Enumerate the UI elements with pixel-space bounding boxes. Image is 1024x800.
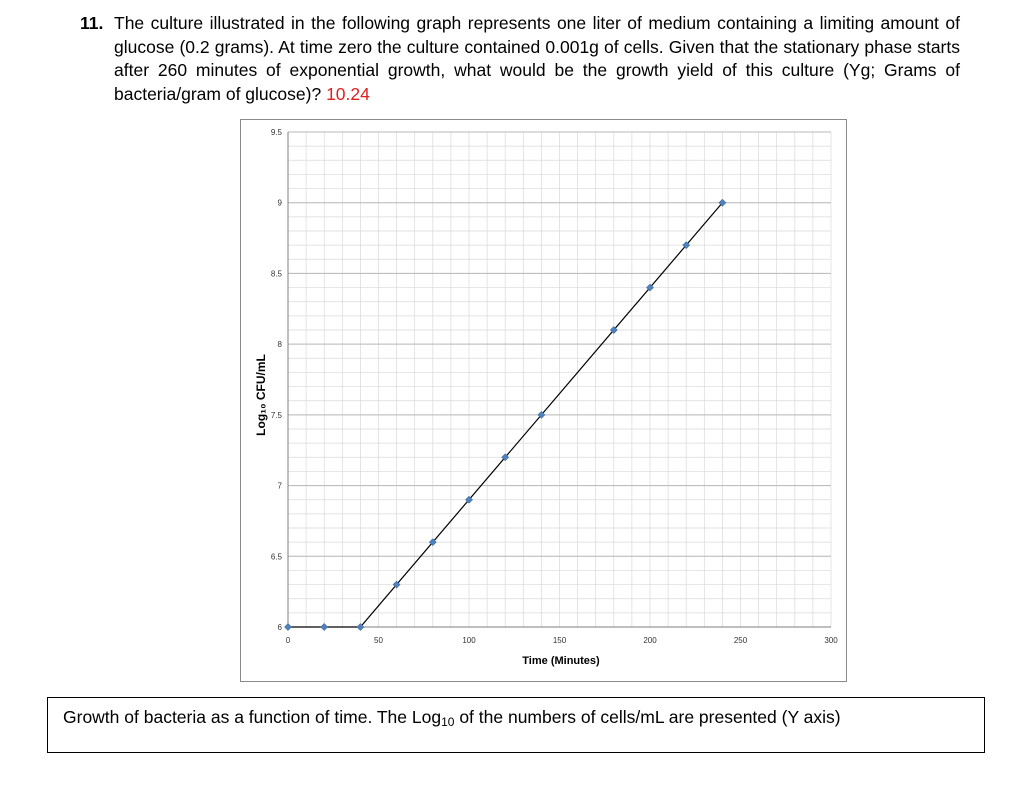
question-body: The culture illustrated in the following… xyxy=(114,12,960,106)
y-tick-label: 7.5 xyxy=(271,411,283,420)
y-tick-label: 8 xyxy=(278,340,283,349)
y-tick-label: 7 xyxy=(278,482,283,491)
x-tick-label: 100 xyxy=(462,636,476,645)
data-point xyxy=(646,283,654,292)
data-point xyxy=(682,241,691,250)
caption-text-after: of the numbers of cells/mL are presented… xyxy=(454,707,841,727)
data-point xyxy=(609,326,618,334)
growth-chart: 6 6.5 7 7.5 8 8.5 9 9.5 0 50 100 150 200 250 300 Time … xyxy=(254,128,838,667)
x-tick-label: 0 xyxy=(286,636,291,645)
x-tick-label: 250 xyxy=(734,636,748,645)
chart-frame: 6 6.5 7 7.5 8 8.5 9 9.5 0 50 100 150 200 250 300 Time … xyxy=(240,119,847,682)
answer-text: 10.24 xyxy=(326,83,370,104)
data-point xyxy=(501,453,510,462)
data-point xyxy=(537,410,546,419)
x-tick-label: 50 xyxy=(374,636,383,645)
caption-text-before: Growth of bacteria as a function of time… xyxy=(63,707,442,727)
question-block: 11. The culture illustrated in the follo… xyxy=(80,12,960,106)
caption-subscript: 10 xyxy=(441,715,455,729)
x-tick-label: 300 xyxy=(824,636,838,645)
y-tick-label: 9.5 xyxy=(271,128,283,137)
data-points xyxy=(284,198,727,631)
data-point xyxy=(320,623,329,631)
data-point xyxy=(284,623,292,631)
data-point xyxy=(428,538,437,547)
y-tick-label: 6.5 xyxy=(271,552,283,561)
data-point xyxy=(392,580,401,589)
x-axis-label: Time (Minutes) xyxy=(522,655,600,667)
question-text: The culture illustrated in the following… xyxy=(114,13,960,104)
x-tick-label: 150 xyxy=(553,636,567,645)
axes xyxy=(287,132,831,628)
question-number: 11. xyxy=(80,13,104,33)
tick-labels: 6 6.5 7 7.5 8 8.5 9 9.5 0 50 100 150 200 250 300 xyxy=(271,128,838,645)
data-point xyxy=(465,495,473,504)
y-tick-label: 6 xyxy=(278,623,283,632)
x-tick-label: 200 xyxy=(643,636,657,645)
y-tick-label: 8.5 xyxy=(271,269,283,278)
y-axis-label: Log₁₀ CFU/mL xyxy=(254,354,268,436)
data-point xyxy=(718,198,727,207)
figure-caption: Growth of bacteria as a function of time… xyxy=(47,697,985,753)
grid-lines xyxy=(287,131,832,628)
y-tick-label: 9 xyxy=(278,199,283,208)
data-point xyxy=(356,623,365,631)
